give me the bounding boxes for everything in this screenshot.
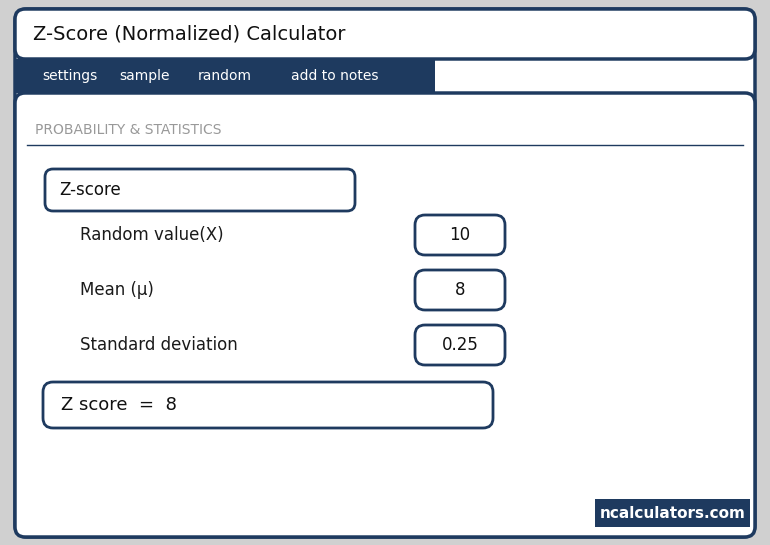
FancyBboxPatch shape bbox=[415, 325, 505, 365]
Text: Standard deviation: Standard deviation bbox=[80, 336, 238, 354]
FancyBboxPatch shape bbox=[45, 169, 355, 211]
FancyBboxPatch shape bbox=[15, 9, 755, 59]
Text: 0.25: 0.25 bbox=[441, 336, 478, 354]
FancyBboxPatch shape bbox=[415, 215, 505, 255]
Text: sample: sample bbox=[120, 69, 170, 83]
Text: random: random bbox=[198, 69, 252, 83]
Text: add to notes: add to notes bbox=[291, 69, 379, 83]
FancyBboxPatch shape bbox=[15, 59, 435, 93]
Text: PROBABILITY & STATISTICS: PROBABILITY & STATISTICS bbox=[35, 123, 222, 137]
Text: Mean (μ): Mean (μ) bbox=[80, 281, 154, 299]
Bar bbox=[595, 499, 750, 527]
Text: 10: 10 bbox=[450, 226, 470, 244]
Text: settings: settings bbox=[42, 69, 98, 83]
Bar bbox=[15, 59, 435, 93]
FancyBboxPatch shape bbox=[415, 270, 505, 310]
FancyBboxPatch shape bbox=[15, 9, 755, 537]
Text: Z score  =  8: Z score = 8 bbox=[61, 396, 177, 414]
Text: 8: 8 bbox=[455, 281, 465, 299]
Text: Random value(X): Random value(X) bbox=[80, 226, 223, 244]
Text: Z-Score (Normalized) Calculator: Z-Score (Normalized) Calculator bbox=[33, 25, 346, 44]
Text: ncalculators.com: ncalculators.com bbox=[600, 506, 745, 520]
Text: Z-score: Z-score bbox=[59, 181, 121, 199]
FancyBboxPatch shape bbox=[43, 382, 493, 428]
FancyBboxPatch shape bbox=[15, 93, 755, 537]
